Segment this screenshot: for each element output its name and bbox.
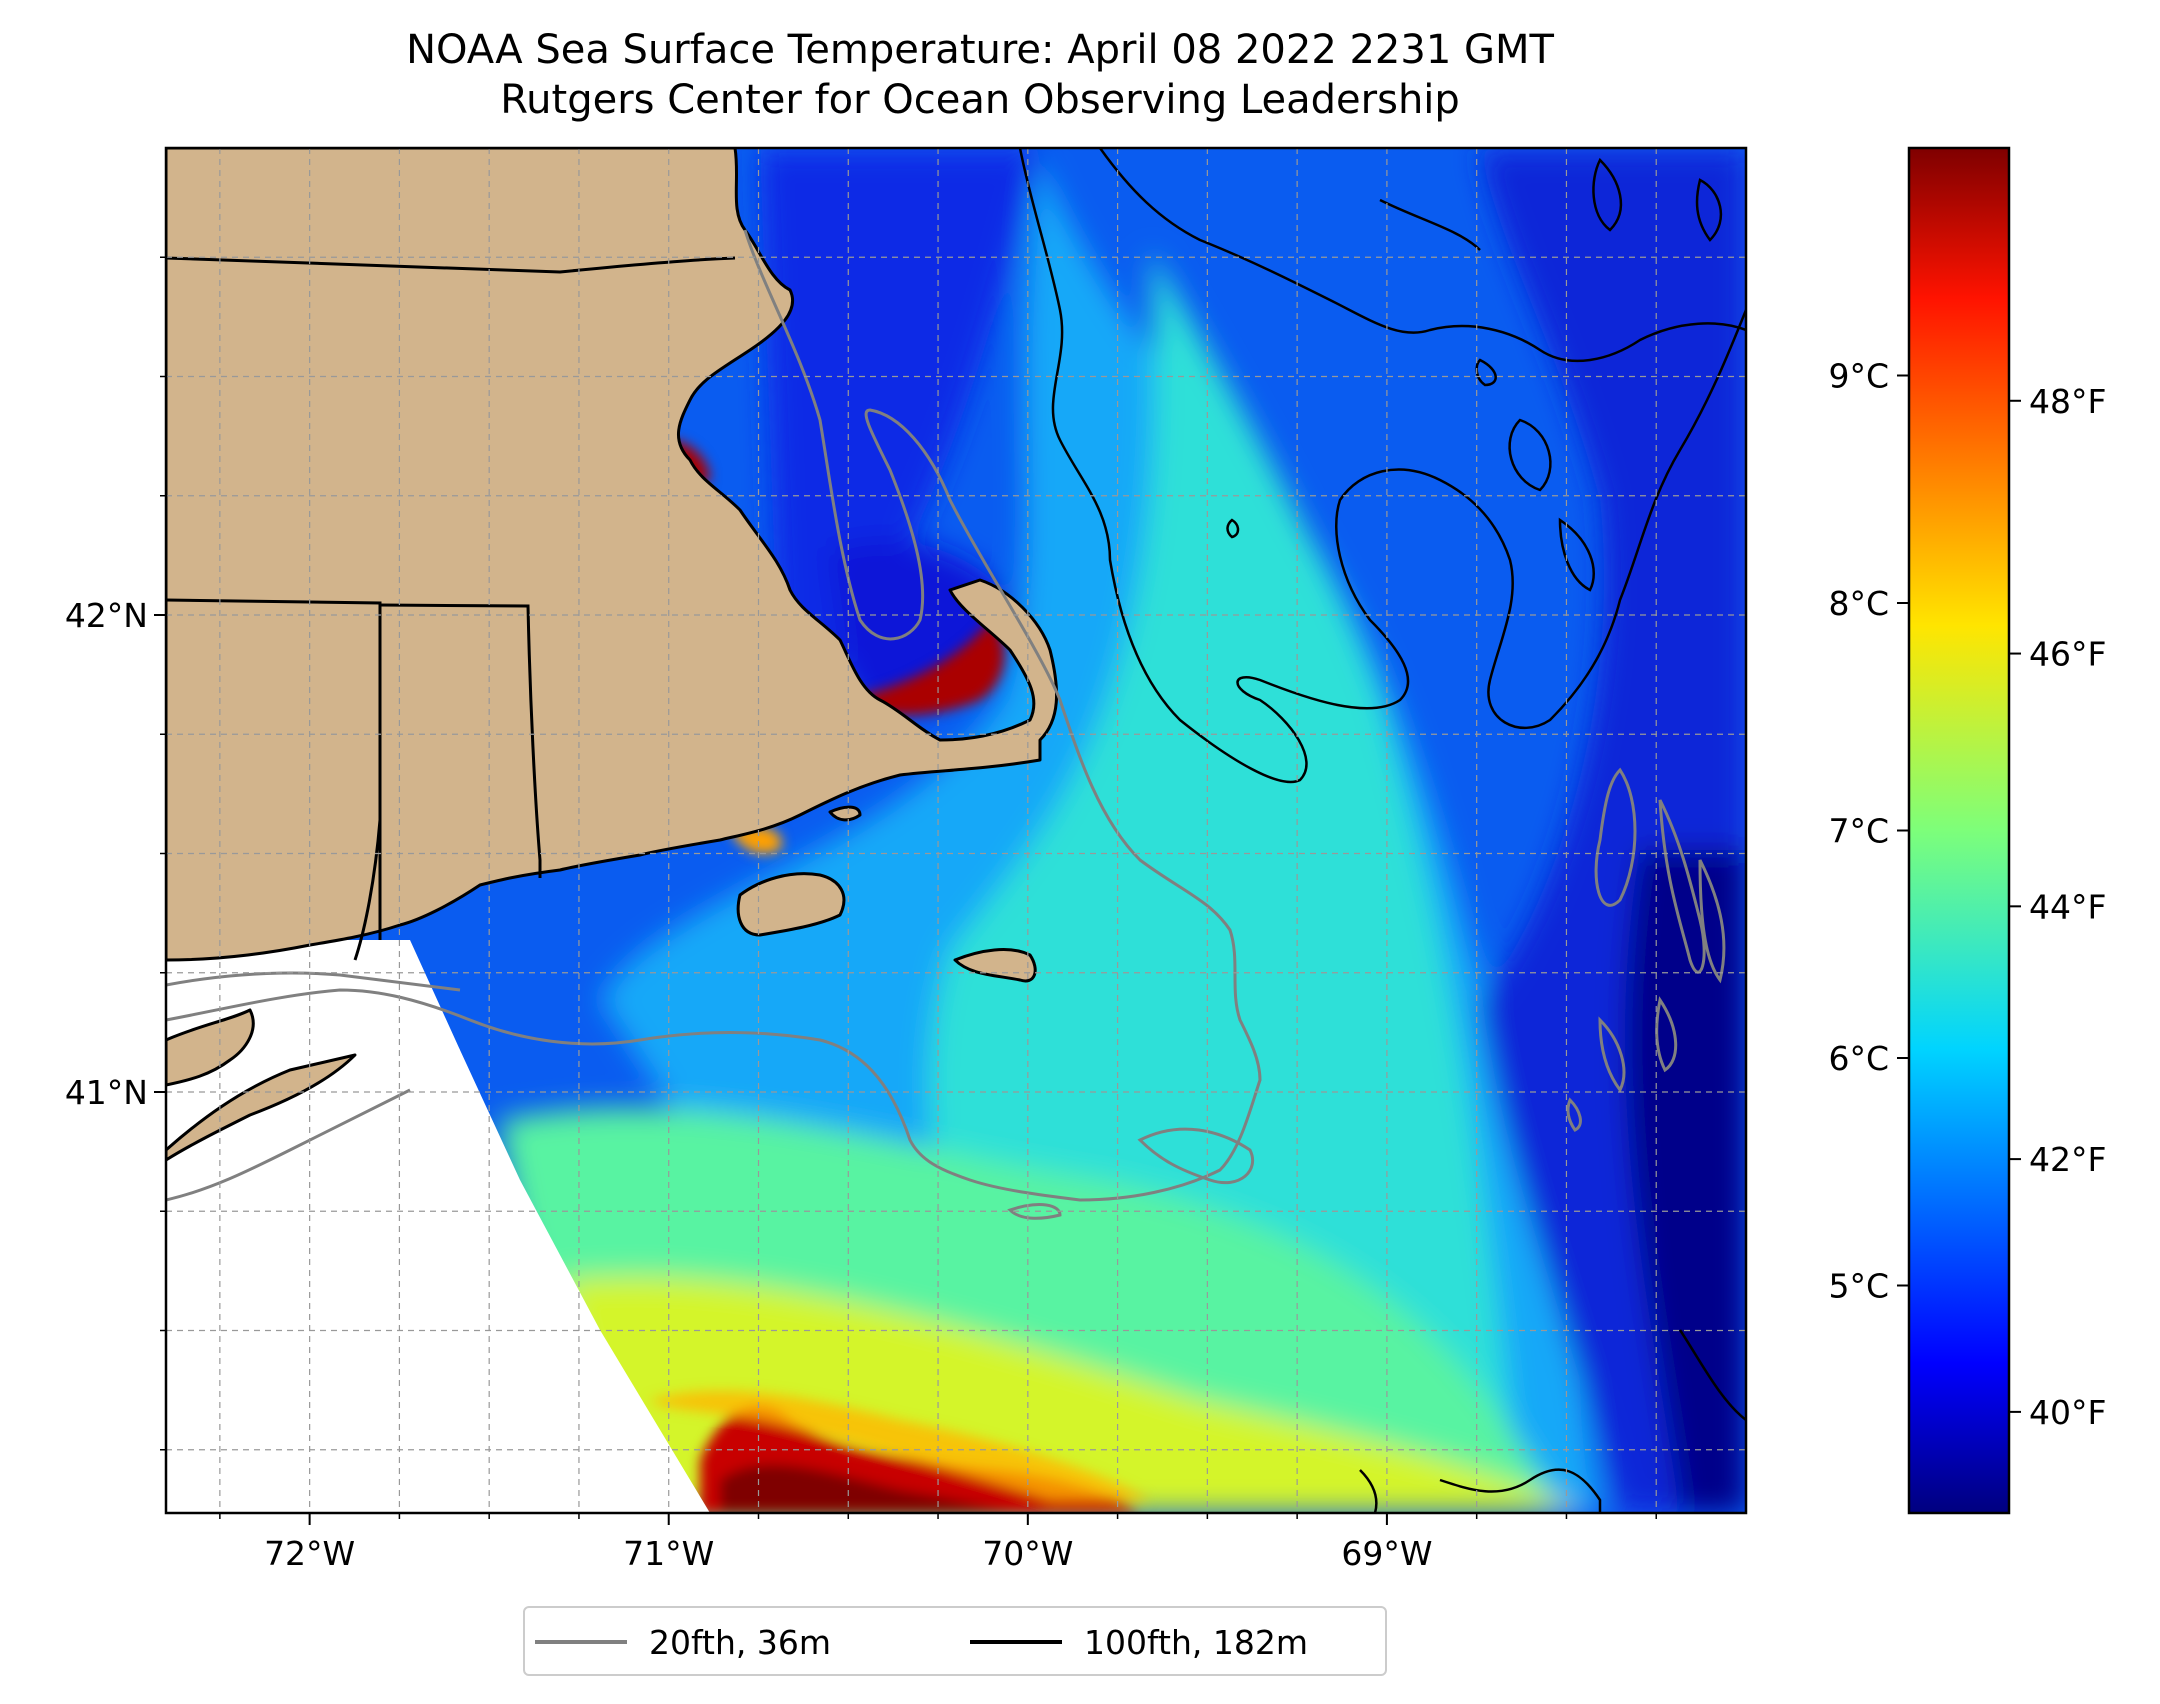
- chart-subtitle: Rutgers Center for Ocean Observing Leade…: [500, 77, 1460, 123]
- legend-item-20fth: 20fth, 36m: [535, 1622, 831, 1662]
- isobath-20fth: [166, 229, 1726, 1220]
- legend-line-gray: [535, 1640, 627, 1644]
- colorbar-fahrenheit-ticks: 48°F 46°F 44°F 42°F 40°F: [2009, 382, 2106, 1432]
- cb-c-tick-label: 9°C: [1828, 357, 1889, 396]
- lon-tick-label: 71°W: [623, 1534, 714, 1573]
- isobath-100fth: [1018, 148, 1746, 1513]
- cb-f-tick-label: 42°F: [2029, 1140, 2106, 1179]
- lon-tick-label: 70°W: [982, 1534, 1073, 1573]
- map-frame: [164, 146, 1748, 1515]
- lat-tick-label: 41°N: [65, 1073, 148, 1112]
- map-area: [166, 148, 1746, 1513]
- legend-label: 100fth, 182m: [1084, 1622, 1308, 1662]
- cb-f-tick-label: 48°F: [2029, 382, 2106, 421]
- gridlines: [166, 148, 1746, 1513]
- longitude-ticks: 72°W 71°W 70°W 69°W: [219, 1513, 1657, 1573]
- cb-c-tick-label: 5°C: [1828, 1267, 1889, 1306]
- cb-f-tick-label: 46°F: [2029, 635, 2106, 674]
- chart-title: NOAA Sea Surface Temperature: April 08 2…: [406, 27, 1554, 73]
- cb-c-tick-label: 7°C: [1828, 812, 1889, 851]
- cb-f-tick-label: 40°F: [2029, 1393, 2106, 1432]
- lat-tick-label: 42°N: [65, 596, 148, 635]
- legend-label: 20fth, 36m: [649, 1622, 831, 1662]
- land: [166, 148, 1059, 1162]
- legend-item-100fth: 100fth, 182m: [970, 1622, 1308, 1662]
- cb-c-tick-label: 6°C: [1828, 1039, 1889, 1078]
- lon-tick-label: 72°W: [264, 1534, 355, 1573]
- legend-line-black: [970, 1640, 1062, 1644]
- cb-f-tick-label: 44°F: [2029, 887, 2106, 926]
- sst-field: [500, 150, 1746, 1513]
- lon-tick-label: 69°W: [1341, 1534, 1432, 1573]
- state-borders: [166, 256, 736, 961]
- cb-c-tick-label: 8°C: [1828, 584, 1889, 623]
- colorbar: [1907, 146, 2011, 1515]
- colorbar-celsius-ticks: 9°C 8°C 7°C 6°C 5°C: [1828, 357, 1909, 1306]
- legend: 20fth, 36m 100fth, 182m: [523, 1606, 1387, 1676]
- latitude-ticks: 42°N 41°N: [65, 256, 166, 1451]
